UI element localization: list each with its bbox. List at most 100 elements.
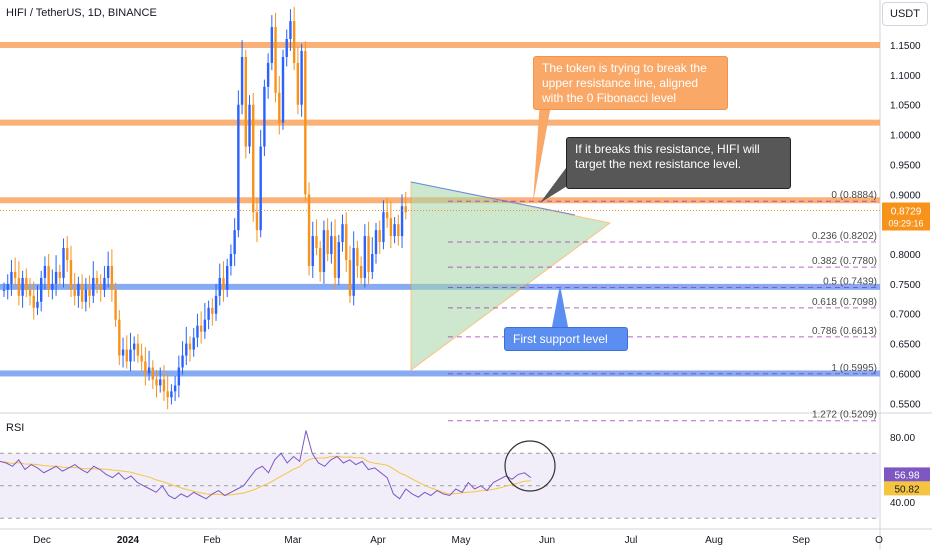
price-tick-label: 0.7000 (890, 310, 921, 321)
candle-body (54, 271, 58, 284)
time-axis-label: Apr (370, 535, 386, 546)
price-tick-label: 0.7500 (890, 280, 921, 291)
price-tick-label: 1.1000 (890, 71, 921, 82)
rsi-label[interactable]: RSI (6, 422, 25, 434)
price-tick-label: 0.6500 (890, 340, 921, 351)
candle-body (162, 379, 166, 392)
candle-body (66, 248, 69, 260)
candle-body (77, 283, 80, 296)
time-axis-label: May (452, 535, 471, 546)
candle-body (192, 337, 195, 350)
candle-body (229, 254, 233, 266)
rsi-line (0, 430, 532, 500)
candle-body (110, 265, 114, 290)
candle-body (69, 259, 73, 290)
candle-body (356, 248, 359, 266)
price-tick-label: 0.8000 (890, 250, 921, 261)
candle-body (333, 236, 337, 278)
candle-body (359, 265, 363, 278)
candle-body (173, 385, 177, 392)
candle-body (337, 242, 340, 278)
candle-body (43, 265, 47, 278)
candle-body (125, 349, 128, 362)
current-price-tag (882, 202, 930, 231)
time-axis-label: Jun (539, 535, 555, 546)
candle-body (21, 277, 24, 296)
candle-body (155, 379, 158, 386)
resistance-level (0, 119, 880, 126)
candle-body (92, 277, 95, 296)
time-axis-label: Aug (705, 535, 723, 546)
triangle-upper-line (410, 181, 576, 216)
rsi-ma-tag (884, 481, 930, 496)
candle-body (2, 289, 6, 291)
price-tick-label: 1.0500 (890, 101, 921, 112)
candle-body (99, 283, 102, 290)
candle-body (319, 248, 322, 272)
candle-body (252, 104, 255, 213)
candle-body (144, 361, 147, 374)
support-callout-pointer (552, 285, 568, 327)
candle-body (326, 230, 329, 255)
candle-body (255, 212, 259, 231)
candle-body (73, 289, 76, 296)
candle-body (166, 391, 169, 398)
candle-body (307, 194, 311, 266)
candle-body (147, 367, 151, 374)
candle-body (274, 27, 277, 93)
candle-body (374, 230, 378, 255)
time-axis-label: Dec (33, 535, 51, 546)
candle-body (248, 104, 251, 147)
resistance-level (0, 42, 880, 48)
candle-body (315, 236, 318, 249)
candle-body (177, 367, 181, 386)
candle-body (181, 355, 184, 368)
candle-body (348, 259, 352, 296)
candle-body (259, 146, 262, 231)
candle-body (218, 277, 221, 296)
support-level (0, 370, 880, 377)
candle-body (270, 27, 274, 63)
candle-body (47, 265, 50, 290)
candle-body (322, 230, 326, 272)
resistance-callout[interactable]: The token is trying to break the upper r… (533, 56, 728, 110)
time-axis-label: 2024 (117, 535, 140, 546)
candle-body (95, 277, 99, 284)
candle-body (400, 206, 404, 237)
candle-body (199, 325, 203, 332)
candle-body (244, 56, 247, 147)
candle-body (185, 343, 188, 356)
candle-body (304, 50, 307, 195)
rsi-value-tag (884, 467, 930, 482)
candle-body (222, 277, 225, 290)
currency-button[interactable]: USDT (882, 2, 928, 26)
support-callout[interactable]: First support level (504, 327, 628, 351)
breakout-callout[interactable]: If it breaks this resistance, HIFI will … (566, 137, 791, 189)
candle-body (296, 62, 300, 105)
candle-body (106, 265, 110, 278)
time-axis-label: Sep (792, 535, 810, 546)
candle-body (211, 307, 214, 314)
candle-body (28, 289, 32, 296)
candle-body (266, 62, 270, 87)
price-tick-label: 0.9500 (890, 160, 921, 171)
candle-body (170, 391, 173, 398)
symbol-title[interactable]: HIFI / TetherUS, 1D, BINANCE (6, 7, 157, 19)
candle-body (226, 265, 229, 290)
candle-body (382, 212, 385, 243)
candle-body (397, 224, 400, 237)
price-tick-label: 0.6000 (890, 369, 921, 380)
fib-level-label: 1 (0.5995) (831, 363, 877, 374)
candle-body (159, 379, 162, 386)
resistance-callout-pointer (533, 100, 552, 203)
candle-body (233, 230, 236, 255)
candle-body (103, 277, 106, 290)
candle-body (214, 295, 218, 314)
rsi-ma-value: 50.82 (894, 484, 919, 495)
candle-body (341, 224, 344, 243)
time-axis-label: Mar (284, 535, 302, 546)
candle-body (25, 277, 28, 290)
candle-body (330, 236, 333, 255)
price-tick-label: 1.0000 (890, 131, 921, 142)
